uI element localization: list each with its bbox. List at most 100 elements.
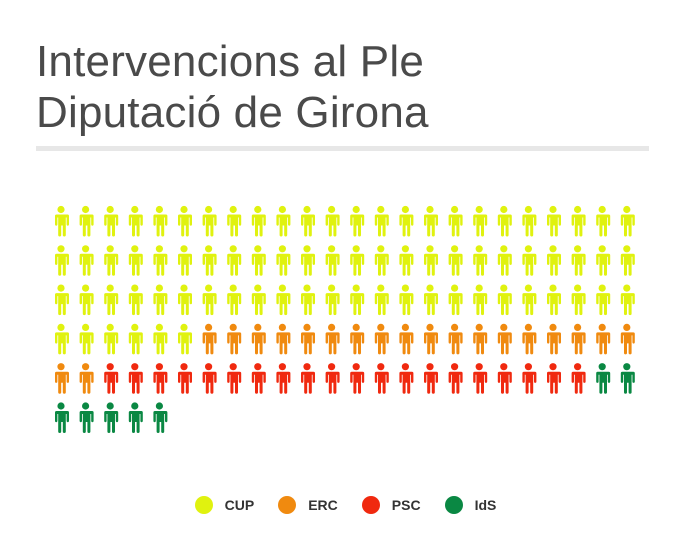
person-icon-ids xyxy=(128,402,143,433)
person-icon-cup xyxy=(103,245,119,276)
person-icon-cup xyxy=(497,245,512,276)
person-icon-cup xyxy=(300,245,315,276)
person-icon-cup xyxy=(325,245,340,276)
person-icon-cup xyxy=(374,245,389,276)
person-icon-ids xyxy=(103,402,119,433)
person-icon-psc xyxy=(571,363,586,394)
person-icon-psc xyxy=(103,363,119,394)
person-icon-psc xyxy=(152,363,168,394)
person-icon-psc xyxy=(251,363,266,394)
legend-item-psc[interactable]: PSC xyxy=(361,496,421,514)
person-icon-cup xyxy=(128,323,143,355)
person-icon-cup xyxy=(374,205,389,237)
chart-title: Intervencions al Ple Diputació de Girona xyxy=(36,36,429,138)
person-icon-ids xyxy=(54,402,69,433)
person-icon-cup xyxy=(103,205,119,237)
person-icon-cup xyxy=(497,205,512,237)
legend-label: PSC xyxy=(391,497,421,513)
person-icon-cup xyxy=(226,205,242,237)
person-icon-cup xyxy=(497,284,512,316)
person-icon-cup xyxy=(620,245,635,276)
person-icon-erc xyxy=(325,323,340,355)
person-icon-ids xyxy=(152,402,168,433)
person-icon-cup xyxy=(226,284,242,316)
person-icon-ids xyxy=(79,402,94,433)
person-icon-psc xyxy=(521,363,537,394)
title-divider xyxy=(36,146,649,151)
person-icon-cup xyxy=(595,284,611,316)
person-icon-erc xyxy=(620,323,635,355)
person-icon-erc xyxy=(226,323,242,355)
person-icon-erc xyxy=(546,323,561,355)
person-icon-erc xyxy=(202,323,217,355)
person-icon-cup xyxy=(177,205,192,237)
person-icon-psc xyxy=(398,363,414,394)
person-icon-cup xyxy=(152,323,168,355)
person-icon-cup xyxy=(546,284,561,316)
person-icon-cup xyxy=(275,205,291,237)
person-icon-cup xyxy=(349,205,365,237)
person-icon-cup xyxy=(128,205,143,237)
legend-swatch xyxy=(444,496,463,514)
person-icon-cup xyxy=(103,284,119,316)
person-icon-cup xyxy=(251,284,266,316)
person-icon-cup xyxy=(349,245,365,276)
person-icon-cup xyxy=(472,205,488,237)
legend-item-erc[interactable]: ERC xyxy=(278,496,338,514)
person-icon-cup xyxy=(472,245,488,276)
person-icon-cup xyxy=(595,245,611,276)
person-icon-cup xyxy=(79,245,94,276)
person-icon-erc xyxy=(521,323,537,355)
person-icon-cup xyxy=(398,284,414,316)
person-icon-cup xyxy=(152,284,168,316)
person-icon-cup xyxy=(448,245,463,276)
person-icon-cup xyxy=(177,323,192,355)
title-line-2: Diputació de Girona xyxy=(36,88,429,137)
person-icon-cup xyxy=(571,205,586,237)
person-icon-psc xyxy=(546,363,561,394)
person-icon-cup xyxy=(54,323,69,355)
person-icon-cup xyxy=(79,284,94,316)
legend-label: CUP xyxy=(224,497,255,513)
person-icon-psc xyxy=(448,363,463,394)
person-icon-cup xyxy=(54,284,69,316)
person-icon-erc xyxy=(275,323,291,355)
person-icon-cup xyxy=(300,205,315,237)
person-icon-erc xyxy=(571,323,586,355)
legend-item-ids[interactable]: IdS xyxy=(444,496,496,514)
legend-item-cup[interactable]: CUP xyxy=(194,496,255,514)
person-icon-ids xyxy=(595,363,611,394)
person-icon-cup xyxy=(620,205,635,237)
person-icon-cup xyxy=(423,245,438,276)
legend-label: ERC xyxy=(308,497,338,513)
person-icon-cup xyxy=(54,205,69,237)
person-icon-psc xyxy=(300,363,315,394)
person-icon-cup xyxy=(251,205,266,237)
person-icon-cup xyxy=(275,245,291,276)
person-icon-psc xyxy=(128,363,143,394)
person-icon-erc xyxy=(79,363,94,394)
person-icon-erc xyxy=(349,323,365,355)
person-icon-cup xyxy=(374,284,389,316)
person-icon-cup xyxy=(177,284,192,316)
person-icon-cup xyxy=(103,323,119,355)
person-icon-cup xyxy=(79,323,94,355)
person-icon-erc xyxy=(448,323,463,355)
person-icon-cup xyxy=(423,284,438,316)
person-icon-cup xyxy=(128,284,143,316)
person-icon-cup xyxy=(128,245,143,276)
person-icon-erc xyxy=(54,363,69,394)
legend-swatch xyxy=(361,496,380,514)
person-icon-cup xyxy=(202,245,217,276)
legend: CUP ERC PSC IdS xyxy=(0,496,691,514)
person-icon-cup xyxy=(275,284,291,316)
person-icon-cup xyxy=(251,245,266,276)
person-icon-cup xyxy=(349,284,365,316)
person-icon-psc xyxy=(177,363,192,394)
person-icon-psc xyxy=(202,363,217,394)
person-icon-cup xyxy=(448,205,463,237)
person-icon-erc xyxy=(251,323,266,355)
person-icon-cup xyxy=(202,205,217,237)
person-icon-cup xyxy=(54,245,69,276)
person-icon-erc xyxy=(398,323,414,355)
